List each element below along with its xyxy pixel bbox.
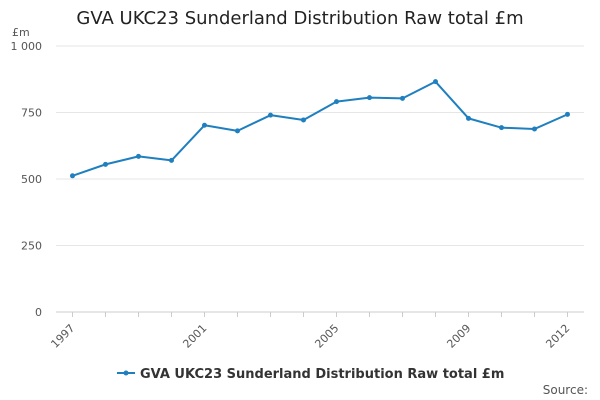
series-layer [70,79,570,179]
data-point[interactable] [235,128,240,134]
data-point[interactable] [169,157,174,163]
legend[interactable]: GVA UKC23 Sunderland Distribution Raw to… [117,367,504,382]
axes: 0 250 500 750 1 000 1997 2001 2005 2009 2012 [11,40,573,351]
source-label: Source: [543,383,588,397]
y-tick-label: 750 [21,107,42,120]
legend-swatch-marker [123,370,129,376]
data-point[interactable] [268,112,273,118]
y-tick-label: 0 [35,306,42,319]
y-tick-label: 250 [21,240,42,253]
data-point[interactable] [202,122,207,128]
x-tick-label: 2012 [543,322,572,351]
data-point[interactable] [70,173,75,179]
data-point[interactable] [400,95,405,101]
data-point[interactable] [466,115,471,121]
data-point[interactable] [301,117,306,123]
data-point[interactable] [499,125,504,131]
y-axis-unit-label: £m [12,26,30,39]
x-tick-label: 2005 [312,322,341,351]
data-point[interactable] [103,161,108,167]
series-line [72,80,568,177]
y-tick-label: 1 000 [11,40,43,53]
x-tick-label: 2001 [180,322,209,351]
x-tick-label: 1997 [48,322,77,351]
x-tick-label: 2009 [444,322,473,351]
y-tick-label: 500 [21,173,42,186]
data-point[interactable] [532,126,537,132]
chart-title: GVA UKC23 Sunderland Distribution Raw to… [76,8,524,29]
grid [56,45,584,313]
data-point[interactable] [136,153,141,159]
data-point[interactable] [334,99,339,105]
data-point[interactable] [565,111,570,117]
data-point[interactable] [433,79,438,85]
legend-entry-label: GVA UKC23 Sunderland Distribution Raw to… [140,367,504,382]
data-point[interactable] [367,95,372,101]
